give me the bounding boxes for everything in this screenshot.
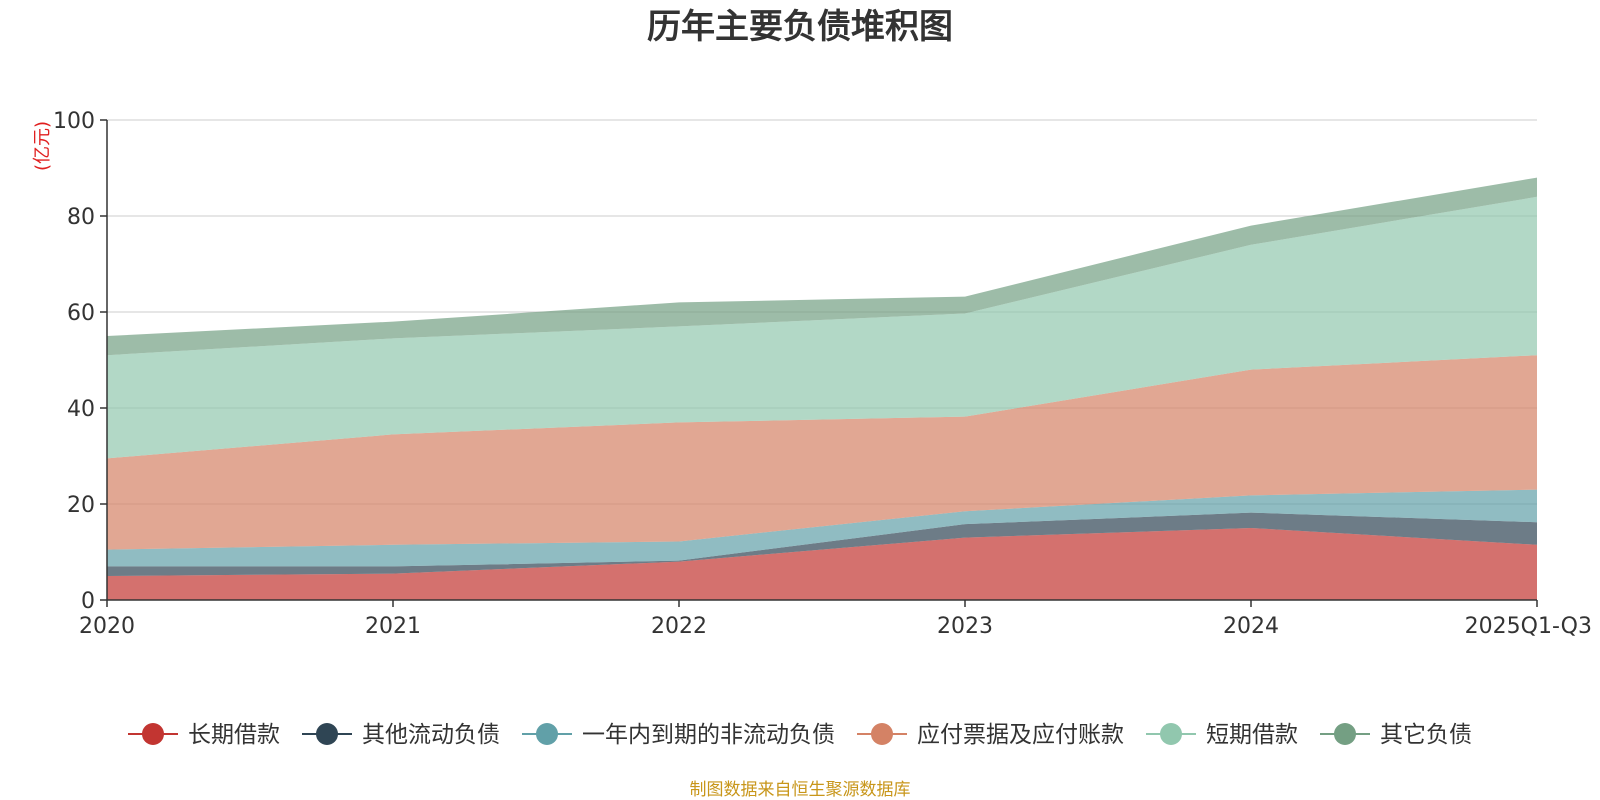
data-source-note: 制图数据来自恒生聚源数据库 xyxy=(690,780,911,800)
legend-label: 短期借款 xyxy=(1206,722,1298,748)
legend-item-5[interactable]: 短期借款 xyxy=(1146,722,1298,748)
legend-item-6[interactable]: 其它负债 xyxy=(1320,722,1472,748)
legend-label: 长期借款 xyxy=(188,722,280,748)
y-tick-label: 80 xyxy=(67,205,95,230)
legend-marker xyxy=(1160,723,1182,745)
legend-marker xyxy=(536,723,558,745)
legend-marker xyxy=(1334,723,1356,745)
y-tick-label: 40 xyxy=(67,397,95,422)
y-tick-label: 20 xyxy=(67,493,95,518)
x-tick-label: 2021 xyxy=(365,614,421,639)
legend-marker xyxy=(316,723,338,745)
legend-item-2[interactable]: 其他流动负债 xyxy=(302,722,500,748)
y-tick-label: 60 xyxy=(67,301,95,326)
legend-marker xyxy=(142,723,164,745)
y-axis-unit: (亿元) xyxy=(32,121,53,171)
y-tick-label: 100 xyxy=(53,109,95,134)
legend[interactable]: 长期借款 其他流动负债 一年内到期的非流动负债 应付票据及应付账款 短期借款 其它负债 xyxy=(128,722,1472,748)
x-tick-label: 2025Q1-Q3 xyxy=(1465,614,1592,639)
area-series-6[interactable] xyxy=(107,177,1537,356)
legend-label: 应付票据及应付账款 xyxy=(917,722,1124,748)
legend-label: 其他流动负债 xyxy=(362,722,500,748)
x-tick-label: 2020 xyxy=(79,614,135,639)
y-tick-labels: 0 20 40 60 80 100 xyxy=(53,109,107,614)
legend-item-1[interactable]: 长期借款 xyxy=(128,722,280,748)
axes xyxy=(106,120,1537,601)
area-series-4[interactable] xyxy=(107,355,1537,550)
x-tick-label: 2023 xyxy=(937,614,993,639)
legend-item-4[interactable]: 应付票据及应付账款 xyxy=(857,722,1124,748)
area-series-5[interactable] xyxy=(107,196,1537,459)
x-tick-labels: 2020 2021 2022 2023 2024 2025Q1-Q3 xyxy=(79,600,1592,639)
legend-label: 其它负债 xyxy=(1380,722,1472,748)
area-series-1[interactable] xyxy=(107,528,1537,600)
area-series-2[interactable] xyxy=(107,512,1537,576)
chart-title: 历年主要负债堆积图 xyxy=(647,7,953,47)
legend-item-3[interactable]: 一年内到期的非流动负债 xyxy=(522,722,835,748)
y-tick-label: 0 xyxy=(81,589,95,614)
legend-marker xyxy=(871,723,893,745)
x-tick-label: 2024 xyxy=(1223,614,1279,639)
legend-label: 一年内到期的非流动负债 xyxy=(582,722,835,748)
x-tick-label: 2022 xyxy=(651,614,707,639)
area-series-3[interactable] xyxy=(107,489,1537,567)
area-series xyxy=(107,177,1537,600)
